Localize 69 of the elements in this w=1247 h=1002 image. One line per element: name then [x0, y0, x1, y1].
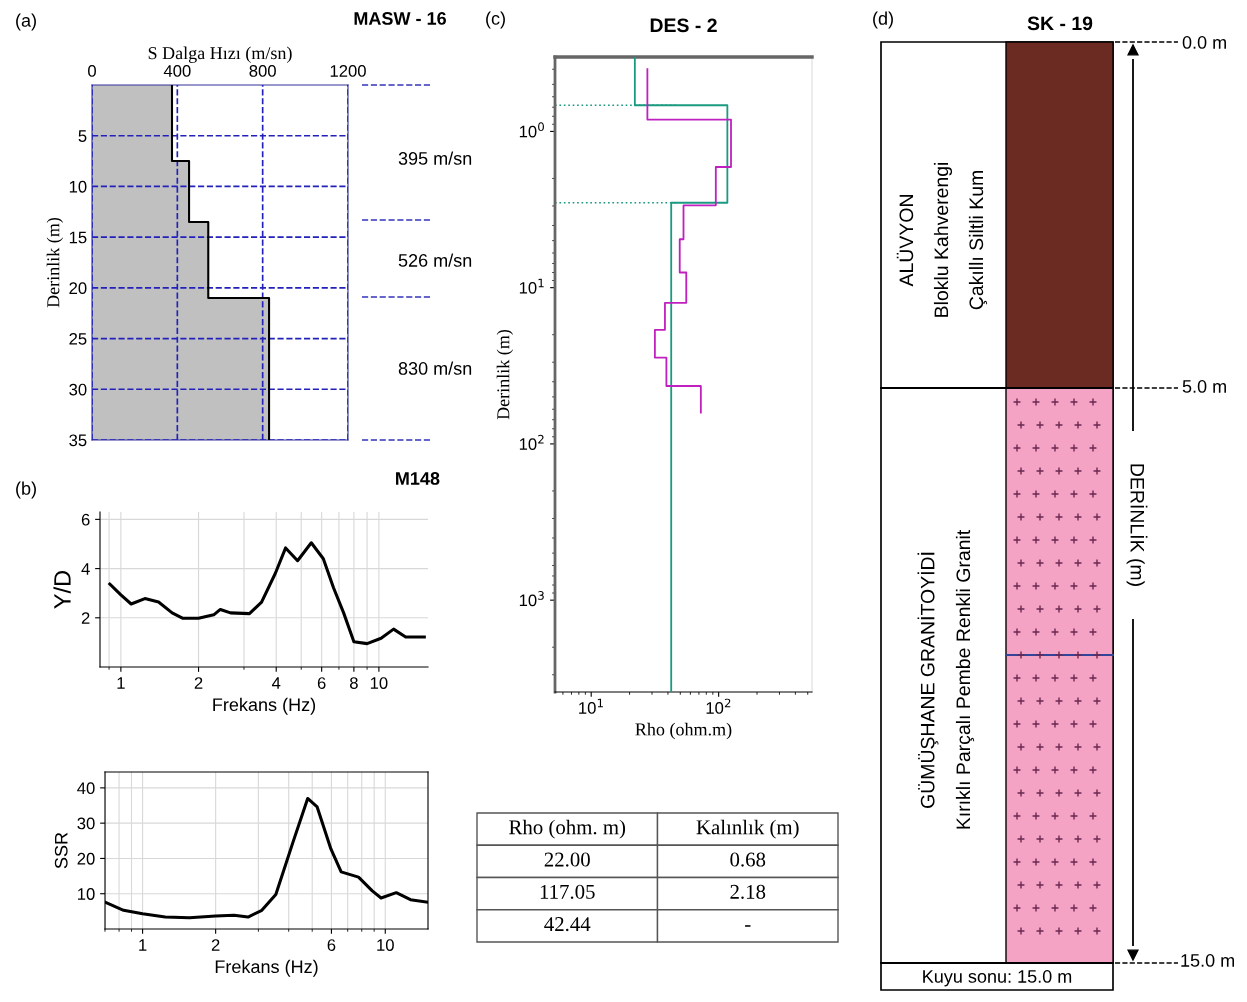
- y-tick-label: 40: [77, 782, 95, 795]
- x-tick-label: 1: [139, 939, 147, 951]
- x-axis-title: S Dalga Hızı (m/sn): [148, 46, 292, 63]
- text: 42.44: [544, 917, 591, 932]
- text: 830 m/sn: [398, 361, 472, 375]
- chart-title: DES - 2: [650, 18, 717, 33]
- x-axis-title: Rho (ohm.m): [635, 722, 732, 740]
- y-axis-title: Y/D: [53, 570, 71, 609]
- x-tick-label: 8: [349, 677, 358, 689]
- text: 395 m/sn: [398, 151, 472, 165]
- x-tick-label: 2: [194, 677, 203, 689]
- x-tick-label: 1200: [330, 65, 366, 77]
- text: 526 m/sn: [398, 253, 472, 267]
- y-tick-label: 4: [81, 563, 90, 575]
- text: Bloklu Kahverengi: [933, 162, 953, 317]
- text: 2.18: [730, 884, 766, 899]
- x-axis-title: Frekans (Hz): [215, 959, 318, 977]
- y-tick-label: 5: [78, 130, 87, 142]
- y-tick-label: 10$^{3}$: [519, 591, 544, 607]
- text: MASW - 16: [354, 12, 446, 25]
- x-tick-label: 800: [249, 65, 276, 77]
- y-tick-label: 10: [69, 180, 87, 193]
- y-tick-label: 20: [77, 852, 95, 865]
- text: 15.0 m: [1181, 954, 1235, 967]
- text: 5.0 m: [1182, 380, 1226, 393]
- text: GÜMÜŞHANE GRANİTOYİDİ: [917, 552, 939, 808]
- text: DERİNLİK (m): [1126, 464, 1148, 586]
- text: Kuyu sonu: 15.0 m: [923, 970, 1072, 987]
- text: Rho (ohm. m): [509, 819, 626, 839]
- text: Çakıllı Siltli Kum: [968, 171, 988, 310]
- y-tick-label: 10$^{0}$: [519, 122, 544, 138]
- x-tick-label: 6: [317, 677, 326, 689]
- text: (a): [16, 13, 36, 31]
- text: Kalınlık (m): [696, 819, 799, 839]
- text: ALÜVYON: [896, 195, 914, 287]
- y-tick-label: 10: [78, 888, 95, 900]
- text: (d): [873, 11, 893, 29]
- text: (b): [16, 481, 36, 499]
- y-tick-label: 10$^{2}$: [519, 434, 544, 450]
- y-tick-label: 6: [81, 513, 90, 526]
- chart-title: M148: [396, 472, 440, 485]
- x-tick-label: 10: [370, 677, 388, 689]
- y-axis-title: Derinlik (m): [46, 217, 64, 308]
- y-tick-label: 30: [77, 817, 95, 830]
- text: -: [745, 925, 751, 927]
- x-tick-label: 10: [377, 939, 394, 951]
- y-axis-title: Derinlik (m): [496, 329, 514, 420]
- y-tick-label: 30: [69, 383, 87, 396]
- x-tick-label: 2: [211, 939, 220, 951]
- text: Kırıklı Parçalı Pembe Renkli Granit: [955, 529, 975, 829]
- x-tick-label: 4: [271, 677, 281, 689]
- y-tick-label: 15: [69, 231, 87, 244]
- y-axis-title: SSR: [54, 832, 68, 869]
- y-tick-label: 20: [69, 282, 87, 295]
- x-tick-label: 1: [117, 677, 125, 689]
- text: 22.00: [544, 852, 590, 867]
- x-tick-label: 6: [327, 939, 336, 951]
- x-tick-label: 0: [88, 65, 96, 77]
- y-tick-label: 25: [69, 332, 87, 345]
- text: (c): [486, 11, 505, 29]
- text: 0.0 m: [1182, 36, 1226, 49]
- y-tick-label: 10$^{1}$: [519, 278, 544, 294]
- y-tick-label: 35: [69, 434, 87, 447]
- x-axis-title: Frekans (Hz): [213, 697, 316, 715]
- text: 0.68: [730, 852, 766, 867]
- y-tick-label: 2: [81, 612, 90, 624]
- x-tick-label: 400: [163, 65, 191, 77]
- text: 117.05: [540, 884, 595, 899]
- text: SK - 19: [1027, 16, 1093, 31]
